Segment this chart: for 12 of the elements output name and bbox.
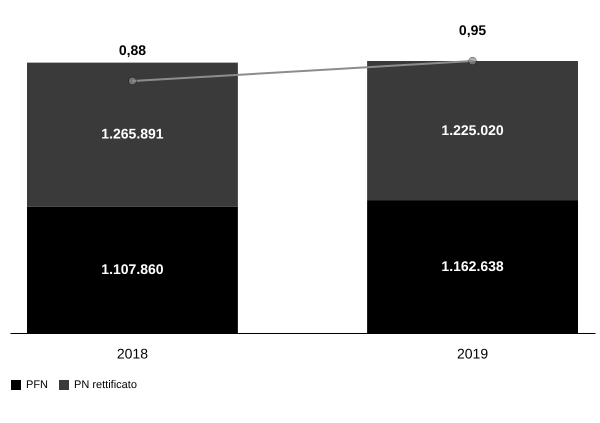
bar xyxy=(367,61,578,201)
data-label: 0,95 xyxy=(458,22,486,38)
legend-label: PFN xyxy=(26,379,48,391)
bar xyxy=(27,62,238,207)
data-label: 1.107.860 xyxy=(101,260,164,277)
data-label: 1.162.638 xyxy=(441,258,504,274)
legend-label: PN rettificato xyxy=(74,379,137,391)
x-tick-label: 2018 xyxy=(116,346,148,362)
data-label: 1.225.020 xyxy=(441,122,504,138)
data-label: 0,88 xyxy=(118,42,146,58)
data-label: 1.265.891 xyxy=(101,126,164,142)
x-tick-label: 2019 xyxy=(456,346,488,362)
